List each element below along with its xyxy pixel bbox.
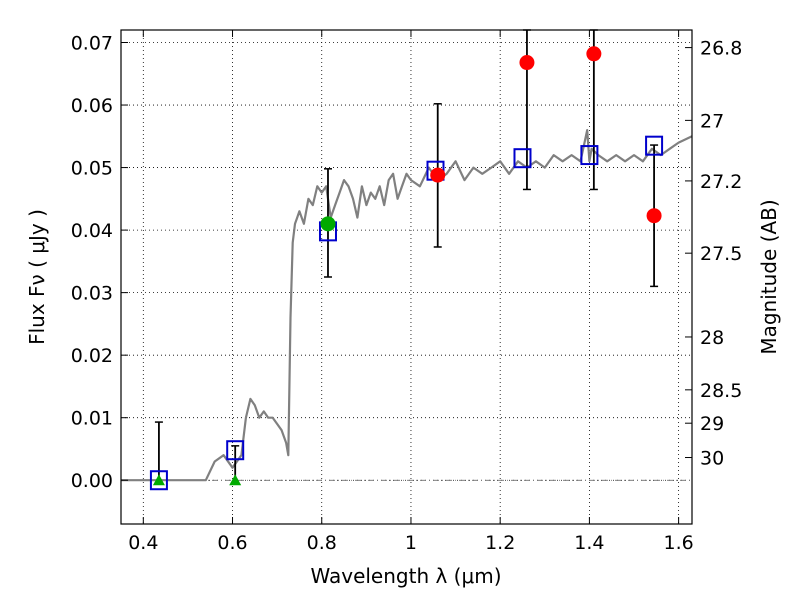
- upper-limit-triangle: [152, 474, 165, 486]
- mag-tick-label: 27.5: [700, 243, 742, 265]
- observed-point: [519, 55, 535, 71]
- observed-green-point: [320, 216, 336, 232]
- model-photometry-square: [226, 440, 245, 461]
- y-tick-label: 0.07: [71, 33, 113, 55]
- ticks-layer: [121, 30, 692, 524]
- x-tick-label: 1: [405, 532, 417, 554]
- x-tick-label: 0.4: [128, 532, 158, 554]
- observed-point: [586, 46, 602, 62]
- sed-template-line: [121, 129, 693, 482]
- model-photometry-square: [580, 145, 599, 166]
- mag-tick-label: 29: [700, 413, 724, 435]
- x-tick-label: 1.2: [485, 532, 515, 554]
- y-tick-label: 0.01: [71, 408, 113, 430]
- y2-axis-label: Magnitude (AB): [757, 199, 781, 354]
- upper-limit-triangle: [229, 474, 242, 486]
- y-tick-label: 0.02: [71, 345, 113, 367]
- series-layer: [121, 129, 693, 482]
- y-tick-label: 0.04: [71, 220, 113, 242]
- x-tick-label: 0.8: [307, 532, 337, 554]
- model-photometry-square: [513, 148, 532, 169]
- mag-tick-label: 30: [700, 448, 724, 470]
- x-tick-label: 0.6: [217, 532, 247, 554]
- model-photometry-square: [149, 470, 168, 491]
- y-tick-label: 0.05: [71, 158, 113, 180]
- mag-tick-label: 28.5: [700, 380, 742, 402]
- model-photometry-square: [645, 135, 664, 156]
- mag-tick-label: 27: [700, 110, 724, 132]
- plot-frame: [120, 29, 693, 525]
- marker-layer: [149, 46, 664, 491]
- tick-labels-layer: 0.4 0.6 0.8 1 1.2 1.4 1.6 0.00 0.01 0.02 0.03 0.04 0…: [71, 33, 743, 554]
- x-axis-label: Wavelength λ (μm): [310, 564, 501, 588]
- observed-point: [646, 208, 662, 224]
- observed-point: [430, 167, 446, 183]
- y-tick-label: 0.00: [71, 470, 113, 492]
- mag-tick-label: 27.2: [700, 171, 742, 193]
- mag-tick-label: 28: [700, 327, 724, 349]
- y-axis-label: Flux Fν ( μJy ): [25, 209, 49, 345]
- y-tick-label: 0.03: [71, 283, 113, 305]
- x-tick-label: 1.4: [574, 532, 604, 554]
- x-tick-label: 1.6: [664, 532, 694, 554]
- mag-tick-label: 26.8: [700, 38, 742, 60]
- y-tick-label: 0.06: [71, 95, 113, 117]
